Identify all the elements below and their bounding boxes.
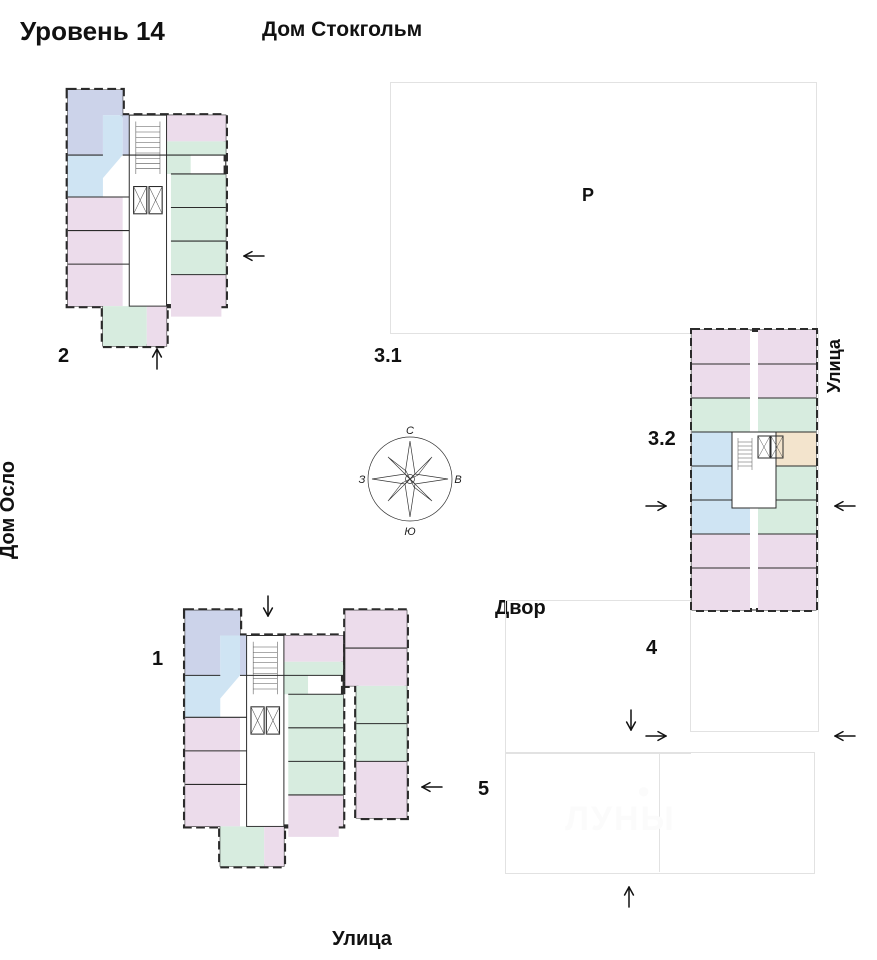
svg-text:З: З bbox=[359, 474, 366, 486]
svg-text:С: С bbox=[406, 425, 414, 437]
svg-text:В: В bbox=[454, 474, 461, 486]
svg-text:Ю: Ю bbox=[404, 526, 415, 538]
